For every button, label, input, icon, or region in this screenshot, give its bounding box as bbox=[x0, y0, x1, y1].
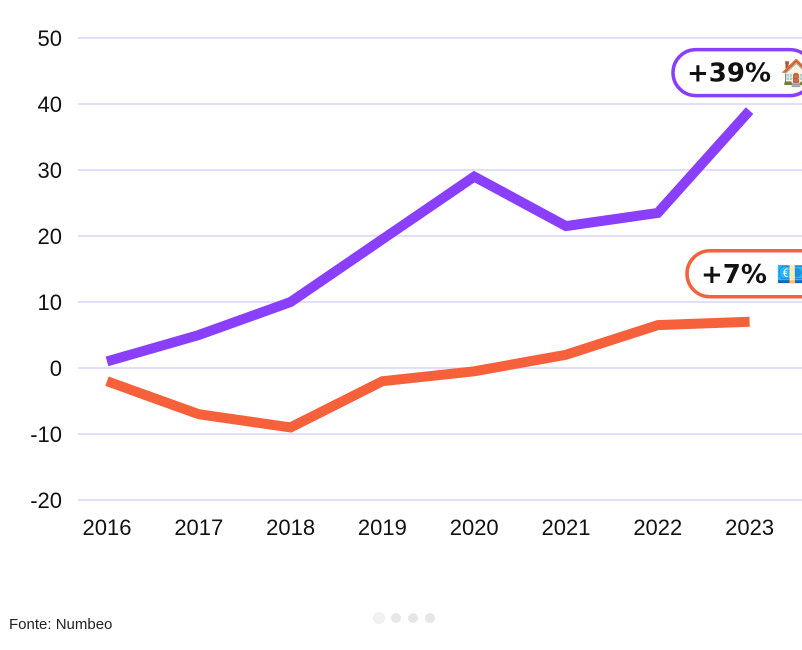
callouts: +39% 🏠 +7% 💶 bbox=[671, 47, 802, 299]
callout-salaries: +7% 💶 bbox=[685, 249, 802, 299]
pager-dot[interactable] bbox=[374, 613, 384, 623]
x-tick-label: 2017 bbox=[174, 515, 223, 540]
callout-label: +7% 💶 bbox=[701, 260, 802, 290]
x-tick-label: 2016 bbox=[83, 515, 132, 540]
carousel-pager[interactable] bbox=[374, 613, 435, 623]
x-tick-label: 2021 bbox=[542, 515, 591, 540]
callout-housing: +39% 🏠 bbox=[671, 47, 802, 98]
x-axis: 2016 2017 2018 2019 2020 2021 2022 2023 bbox=[83, 515, 775, 540]
x-tick-label: 2019 bbox=[358, 515, 407, 540]
x-tick-label: 2023 bbox=[725, 515, 774, 540]
x-tick-label: 2020 bbox=[450, 515, 499, 540]
y-tick-label: 20 bbox=[38, 224, 62, 249]
series-lines bbox=[105, 107, 754, 433]
x-tick-label: 2018 bbox=[266, 515, 315, 540]
x-tick-label: 2022 bbox=[633, 515, 682, 540]
y-axis: 50 40 30 20 10 0 -10 -20 bbox=[30, 26, 62, 513]
y-tick-label: -10 bbox=[30, 422, 62, 447]
y-tick-label: 50 bbox=[38, 26, 62, 51]
callout-label: +39% 🏠 bbox=[687, 59, 802, 89]
pager-dot[interactable] bbox=[408, 613, 418, 623]
y-tick-label: 10 bbox=[38, 290, 62, 315]
pager-dot[interactable] bbox=[425, 613, 435, 623]
callout-pill bbox=[685, 249, 802, 299]
series-line-housing bbox=[105, 107, 754, 367]
callout-pill bbox=[671, 47, 802, 98]
y-tick-label: 0 bbox=[50, 356, 62, 381]
pager-dot[interactable] bbox=[391, 613, 401, 623]
series-line-salaries bbox=[105, 316, 750, 433]
y-tick-label: 40 bbox=[38, 92, 62, 117]
gridlines bbox=[78, 37, 802, 501]
source-note: Fonte: Numbeo bbox=[9, 616, 113, 633]
y-tick-label: -20 bbox=[30, 488, 62, 513]
y-tick-label: 30 bbox=[38, 158, 62, 183]
